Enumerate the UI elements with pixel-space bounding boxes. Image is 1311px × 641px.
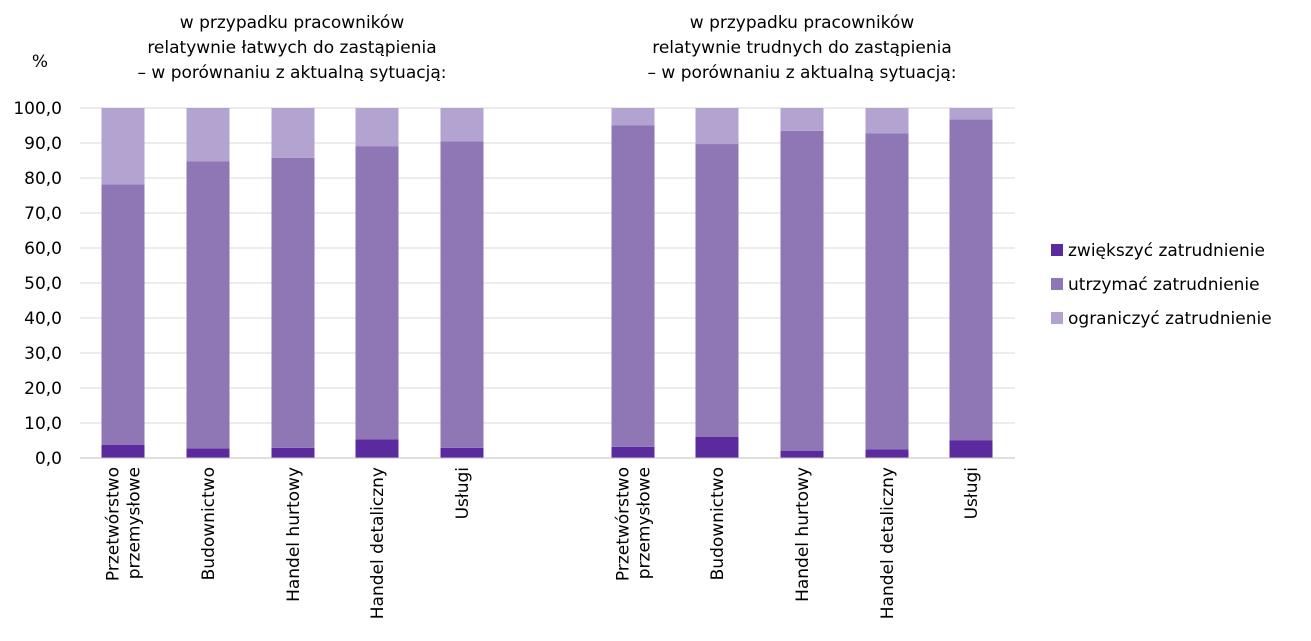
bar-segment (780, 130, 824, 451)
bar-segment (271, 108, 315, 158)
group-title-line: – w porównaniu z aktualną sytuacją: (648, 63, 957, 83)
bar-segment (865, 133, 909, 450)
grid-lines (80, 107, 1015, 424)
group-title-line: w przypadku pracowników (180, 13, 405, 33)
bar-segment (440, 141, 484, 448)
y-tick-label: 100,0 (13, 99, 62, 119)
category-label-line: przemysłowe (635, 467, 655, 579)
category-label-line: Usługi (962, 467, 982, 519)
y-tick-label: 60,0 (24, 239, 62, 259)
category-label: Przetwórstwoprzemysłowe (104, 467, 145, 581)
y-tick-label: 20,0 (24, 379, 62, 399)
category-label: Przetwórstwoprzemysłowe (614, 467, 655, 581)
legend-label: zwiększyć zatrudnienie (1068, 241, 1265, 261)
bar-segment (780, 450, 824, 458)
bar-segment (949, 108, 993, 120)
bar-segment (355, 439, 399, 458)
bar-segment (611, 125, 655, 447)
bar-segment (780, 108, 824, 131)
bar-segment (186, 161, 230, 449)
bar-segment (865, 108, 909, 134)
y-tick-label: 80,0 (24, 169, 62, 189)
category-label: Handel detaliczny (878, 467, 898, 619)
bar-segment (271, 447, 315, 458)
bar-segment (865, 449, 909, 458)
category-label-line: Handel detaliczny (368, 467, 388, 619)
labels: 0,0 10,0 20,0 30,0 40,0 50,0 60,0 70,0 80,0 90,0 1… (13, 13, 982, 619)
category-label-line: Budownictwo (708, 467, 728, 580)
bar-segment (440, 447, 484, 458)
y-unit-label: % (32, 52, 48, 72)
category-label-line: Handel detaliczny (878, 467, 898, 619)
category-label-line: przemysłowe (125, 467, 145, 579)
category-label-line: Handel hurtowy (284, 467, 304, 602)
y-tick-label: 70,0 (24, 204, 62, 224)
bar-segment (186, 448, 230, 458)
bar-segment (101, 184, 145, 445)
bar-segment (611, 446, 655, 458)
y-tick-label: 40,0 (24, 309, 62, 329)
y-tick-label: 10,0 (24, 414, 62, 434)
legend-label: ograniczyć zatrudnienie (1068, 309, 1272, 329)
bars (101, 108, 993, 458)
bar-segment (695, 437, 739, 458)
category-label: Handel hurtowy (284, 467, 304, 602)
category-label: Usługi (962, 467, 982, 519)
category-label-line: Budownictwo (199, 467, 219, 580)
bar-segment (101, 444, 145, 458)
bar-segment (355, 108, 399, 147)
bar-segment (611, 108, 655, 126)
group-title-line: w przypadku pracowników (690, 13, 915, 33)
category-label: Usługi (453, 467, 473, 519)
y-tick-label: 30,0 (24, 344, 62, 364)
group-title-line: – w porównaniu z aktualną sytuacją: (138, 63, 447, 83)
bar-segment (440, 108, 484, 142)
y-tick-label: 0,0 (35, 449, 62, 469)
category-label-line: Handel hurtowy (793, 467, 813, 602)
group-title-line: relatywnie łatwych do zastąpienia (147, 38, 436, 58)
y-tick-label: 90,0 (24, 134, 62, 154)
bar-segment (695, 108, 739, 145)
bar-segment (949, 440, 993, 458)
legend-label: utrzymać zatrudnienie (1068, 275, 1260, 295)
legend-swatch (1051, 244, 1063, 256)
bar-segment (695, 144, 739, 438)
bar-segment (101, 108, 145, 185)
legend: zwiększyć zatrudnienie utrzymać zatrudnie… (1051, 241, 1272, 329)
bar-segment (186, 108, 230, 162)
category-label-line: Przetwórstwo (614, 467, 634, 581)
category-label: Budownictwo (199, 467, 219, 580)
y-tick-label: 50,0 (24, 274, 62, 294)
bar-segment (271, 157, 315, 448)
category-label: Handel detaliczny (368, 467, 388, 619)
category-label: Handel hurtowy (793, 467, 813, 602)
category-label-line: Przetwórstwo (104, 467, 124, 581)
category-label-line: Usługi (453, 467, 473, 519)
legend-swatch (1051, 278, 1063, 290)
category-label: Budownictwo (708, 467, 728, 580)
group-title-line: relatywnie trudnych do zastąpienia (652, 38, 952, 58)
bar-segment (355, 146, 399, 440)
legend-swatch (1051, 312, 1063, 324)
bar-segment (949, 119, 993, 441)
